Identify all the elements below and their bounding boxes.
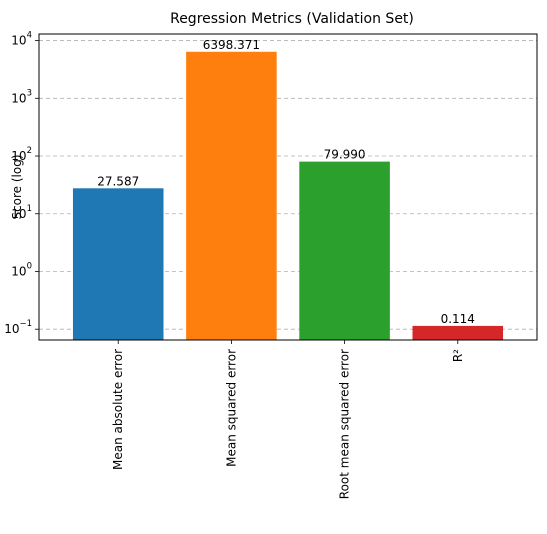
bar [412,325,504,340]
bar-value-labels: 27.587 6398.371 79.990 0.114 [97,38,475,326]
bar-value-label: 0.114 [441,312,475,326]
chart-title: Regression Metrics (Validation Set) [170,11,414,27]
y-tick-label: 104 [11,31,32,48]
bar [186,51,277,340]
x-axis-ticks: Mean absolute error Mean squared error Roo… [111,340,465,499]
plot-frame [38,33,538,341]
y-axis-label: Score (log) [10,154,24,219]
x-tick-label: Root mean squared error [338,349,352,499]
y-tick-label: 10−1 [4,319,32,336]
y-axis-ticks: 10−1 100 101 102 103 104 [4,31,39,336]
y-tick-label: 100 [11,261,32,278]
bar-value-label: 6398.371 [203,38,260,52]
x-tick-label: R² [451,349,465,362]
bar-series [72,51,504,340]
y-tick-label: 102 [11,146,32,163]
bar [72,188,164,340]
y-tick-label: 103 [11,88,32,105]
bar [299,161,390,340]
x-tick-label: Mean absolute error [111,349,125,470]
bar-value-label: 79.990 [324,148,366,162]
x-tick-label: Mean squared error [224,349,238,467]
bar-value-label: 27.587 [97,174,139,188]
y-tick-label: 101 [11,204,32,221]
